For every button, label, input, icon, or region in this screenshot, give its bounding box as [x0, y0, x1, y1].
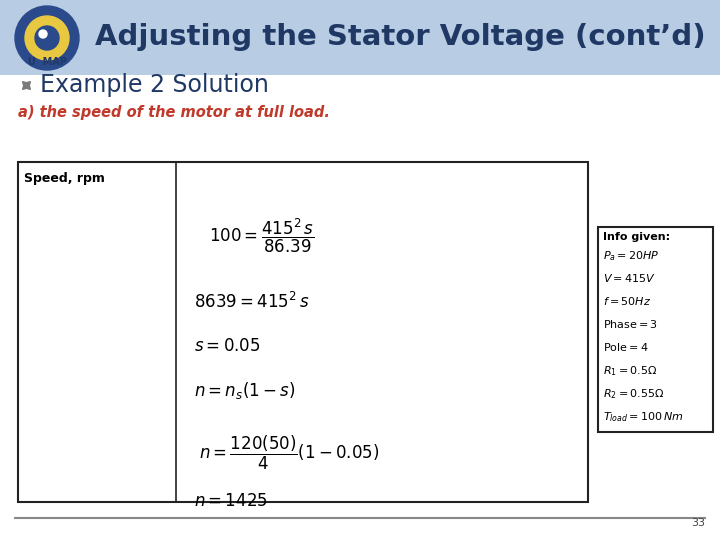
Text: U  MAP: U MAP	[27, 57, 66, 67]
Text: $f = 50Hz$: $f = 50Hz$	[603, 295, 651, 307]
Text: a) the speed of the motor at full load.: a) the speed of the motor at full load.	[18, 105, 330, 119]
Text: $V = 415V$: $V = 415V$	[603, 272, 656, 284]
Circle shape	[25, 16, 69, 60]
Text: Speed, rpm: Speed, rpm	[24, 172, 105, 185]
Text: $R_1 = 0.5\Omega$: $R_1 = 0.5\Omega$	[603, 364, 657, 378]
Text: $n = n_s\left(1-s\right)$: $n = n_s\left(1-s\right)$	[194, 380, 295, 401]
Text: $n = \dfrac{120(50)}{4}\left(1-0.05\right)$: $n = \dfrac{120(50)}{4}\left(1-0.05\righ…	[199, 434, 379, 472]
Text: Info given:: Info given:	[603, 232, 670, 242]
Text: $T_{load} = 100\,Nm$: $T_{load} = 100\,Nm$	[603, 410, 684, 424]
Text: Adjusting the Stator Voltage (cont’d): Adjusting the Stator Voltage (cont’d)	[95, 23, 706, 51]
Text: Example 2 Solution: Example 2 Solution	[40, 73, 269, 97]
Text: $\mathrm{Pole} = 4$: $\mathrm{Pole} = 4$	[603, 341, 649, 353]
Circle shape	[35, 26, 59, 50]
Text: $R_2 = 0.55\Omega$: $R_2 = 0.55\Omega$	[603, 387, 665, 401]
Text: $100 = \dfrac{415^2\,s}{86.39}$: $100 = \dfrac{415^2\,s}{86.39}$	[209, 217, 315, 255]
Text: $8639 = 415^2\,s$: $8639 = 415^2\,s$	[194, 292, 310, 312]
Text: $s = 0.05$: $s = 0.05$	[194, 337, 261, 355]
Text: $n = 1425$: $n = 1425$	[194, 492, 268, 510]
Text: $P_a = 20HP$: $P_a = 20HP$	[603, 249, 660, 263]
FancyBboxPatch shape	[0, 0, 720, 75]
FancyBboxPatch shape	[18, 162, 588, 502]
FancyBboxPatch shape	[598, 227, 713, 432]
Circle shape	[39, 30, 47, 38]
Text: 33: 33	[691, 518, 705, 528]
Text: $\mathrm{Phase} = 3$: $\mathrm{Phase} = 3$	[603, 318, 658, 330]
Circle shape	[15, 6, 79, 70]
